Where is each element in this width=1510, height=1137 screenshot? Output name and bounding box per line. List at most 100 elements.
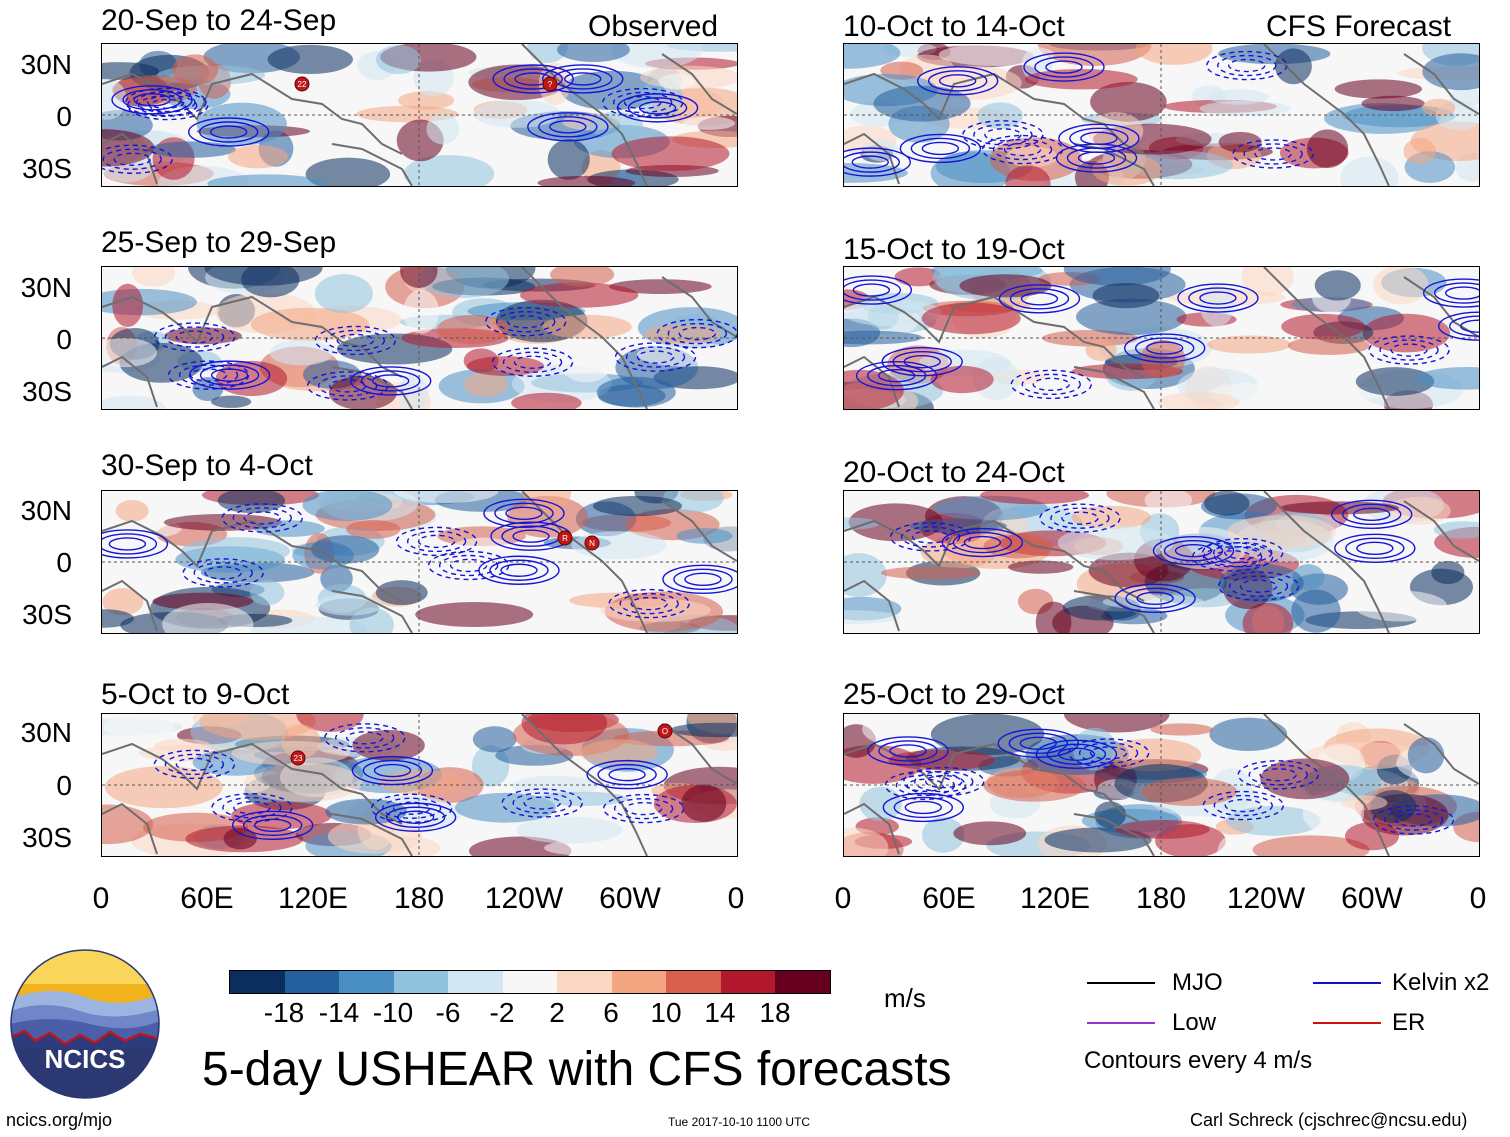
- anomaly-blob: [1225, 805, 1321, 836]
- panel-title-right-2: 20-Oct to 24-Oct: [843, 456, 1065, 489]
- coastline: [521, 44, 648, 186]
- anomaly-blob: [464, 372, 508, 398]
- anomaly-blob: [1218, 131, 1262, 153]
- storm-marker: 23: [290, 750, 306, 766]
- colorbar-swatch-8: [666, 971, 721, 993]
- contour: [325, 329, 386, 352]
- contour: [438, 554, 499, 577]
- colorbar-label-2: -14: [318, 997, 360, 1028]
- x-tick-right-0: 0: [834, 882, 852, 915]
- map-panel-observed-1: 22?: [101, 43, 738, 187]
- contour: [204, 566, 242, 580]
- anomaly-blob: [352, 729, 425, 761]
- anomaly-blob: [1291, 589, 1341, 633]
- contour: [153, 322, 236, 352]
- contour: [187, 117, 270, 147]
- contour: [1449, 315, 1479, 337]
- coastline: [661, 53, 737, 115]
- x-tick-right-60w: 60W: [1341, 882, 1403, 915]
- storm-label: 23: [294, 754, 303, 763]
- contour: [167, 360, 250, 390]
- colorbar-units: m/s: [884, 983, 926, 1013]
- x-tick-left-180: 180: [393, 882, 445, 915]
- contour: [231, 810, 314, 840]
- contour: [334, 727, 395, 749]
- contour: [984, 128, 1022, 142]
- anomaly-blob: [544, 840, 615, 856]
- contour: [998, 284, 1081, 314]
- anomaly-blob: [844, 44, 901, 69]
- storm-marker: R: [557, 530, 573, 546]
- colorbar-swatch-1: [284, 971, 339, 993]
- x-tick-right-120w: 120W: [1226, 882, 1306, 915]
- contour: [1460, 319, 1479, 333]
- contour: [1035, 739, 1118, 769]
- contour: [1423, 278, 1479, 308]
- anomaly-blob: [102, 395, 166, 409]
- shear-anomaly-map: RN: [102, 491, 737, 633]
- cfs-forecast-header: CFS Forecast: [1266, 10, 1452, 43]
- contour: [1050, 507, 1110, 529]
- y-tick-eq-row1: 0: [56, 101, 72, 132]
- anomaly-blob: [682, 116, 735, 130]
- map-panel-forecast-2: [843, 266, 1480, 410]
- anomaly-blob: [516, 816, 623, 844]
- contour: [306, 371, 389, 401]
- contour: [881, 346, 963, 377]
- anomaly-blob: [1008, 560, 1074, 574]
- anomaly-blob: [1140, 339, 1186, 378]
- anomaly-blob: [1092, 282, 1160, 309]
- contour: [1019, 736, 1057, 750]
- coastline: [102, 132, 158, 185]
- storm-label: R: [562, 534, 568, 543]
- contour: [491, 347, 574, 377]
- anomaly-blob: [1063, 714, 1170, 733]
- coastline: [844, 295, 1145, 378]
- anomaly-blob: [375, 580, 428, 606]
- contour: [608, 767, 646, 782]
- contour: [1020, 292, 1059, 306]
- contour: [1021, 373, 1081, 396]
- coastline: [1073, 143, 1155, 186]
- contour: [1045, 60, 1083, 74]
- anomaly-blob: [1157, 392, 1240, 409]
- anomaly-blob: [547, 139, 590, 180]
- contour: [164, 326, 225, 348]
- contour: [502, 351, 563, 373]
- coastlines: [102, 267, 737, 409]
- contour: [963, 535, 1002, 550]
- anomaly-blob: [610, 44, 703, 69]
- shading-layer: [102, 267, 737, 409]
- contour: [538, 116, 598, 138]
- anomaly-blob: [844, 330, 923, 345]
- anomaly-blob: [930, 714, 1045, 756]
- contour: [199, 364, 260, 386]
- anomaly-blob: [305, 157, 391, 186]
- anomaly-blob: [1094, 801, 1126, 829]
- shear-anomaly-map: [844, 714, 1479, 856]
- colorbar-swatch-10: [775, 971, 830, 993]
- contour: [1217, 571, 1300, 601]
- anomaly-blob: [644, 323, 722, 345]
- y-tick-30s-row4: 30S: [22, 822, 72, 853]
- anomaly-blob: [1063, 267, 1171, 286]
- anomaly-blob: [910, 518, 1007, 534]
- map-panel-observed-4: 23 O: [101, 713, 738, 857]
- storm-marker: ?: [542, 76, 558, 92]
- colorbar-swatch-7: [611, 971, 666, 993]
- contour: [372, 374, 410, 388]
- coastlines: [844, 491, 1479, 633]
- anomaly-blob: [959, 274, 1052, 298]
- footer-timestamp: Tue 2017-10-10 1100 UTC: [668, 1115, 811, 1129]
- anomaly-blob: [1373, 267, 1429, 305]
- contour: [899, 133, 982, 164]
- contour: [564, 72, 602, 86]
- legend-contours-note: Contours every 4 m/s: [1084, 1047, 1313, 1074]
- anomaly-blob: [215, 360, 288, 397]
- anomaly-blob: [844, 299, 942, 327]
- contour: [1331, 499, 1413, 530]
- anomaly-blob: [537, 791, 628, 807]
- anomaly-blob: [296, 714, 364, 732]
- anomaly-blob: [162, 603, 254, 633]
- anomaly-blob: [418, 267, 509, 298]
